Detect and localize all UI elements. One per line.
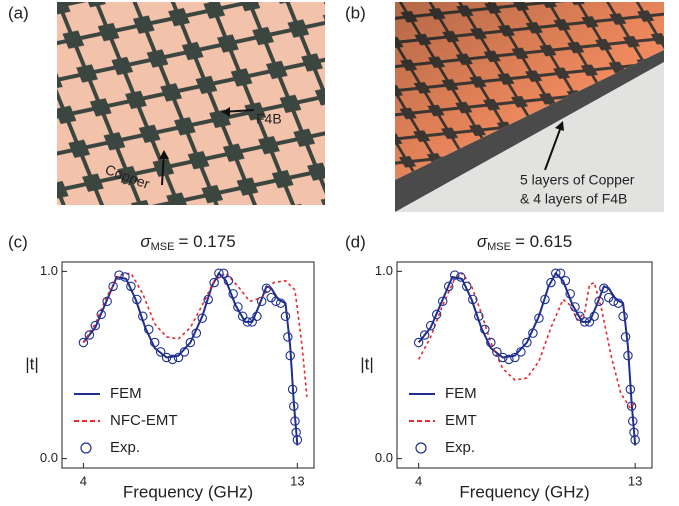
figure: (a) F4B Copper (b) 5 layers of Copper & … [0,0,679,506]
legend-label: EMT [445,412,477,429]
panel-label: (d) [345,232,366,251]
panel-label: (c) [8,232,28,251]
data-point [414,338,422,346]
title-subscript: MSE [487,241,511,253]
data-point [79,338,87,346]
page: (a) F4B Copper (b) 5 layers of Copper & … [0,0,679,506]
legend-label: FEM [110,385,142,402]
title-value: = 0.615 [515,232,572,251]
annotation: 5 layers of Copper [520,172,635,188]
legend-label: FEM [445,385,477,402]
title-subscript: MSE [151,241,175,253]
plot-frame [62,262,314,468]
data-point [619,312,627,320]
chart-title: σMSE= 0.175 [140,232,235,252]
x-axis-label: Frequency (GHz) [123,482,253,501]
x-tick-label: 4 [80,473,87,488]
plot-frame [397,262,652,468]
data-point [556,269,564,277]
data-point [219,269,227,277]
legend-symbol [81,443,91,453]
chart: (c) σMSE= 0.175 4 13 0.0 1.0 Frequency (GHz) |t… [8,232,314,501]
y-tick-label: 0.0 [375,450,393,465]
annotation: & 4 layers of F4B [520,191,627,207]
data-point [121,273,129,281]
panel-label: (a) [8,3,29,22]
x-tick-label: 13 [628,473,642,488]
x-tick-label: 4 [415,473,422,488]
data-point [284,333,292,341]
chart-title: σMSE= 0.615 [477,232,572,252]
legend-label: Exp. [445,439,475,456]
y-tick-label: 1.0 [375,263,393,278]
panel-label: (b) [345,3,366,22]
legend-symbol [416,443,426,453]
data-point [281,312,289,320]
legend-label: Exp. [110,439,140,456]
y-tick-label: 0.0 [40,450,58,465]
legend-label: NFC-EMT [110,412,178,429]
y-axis-label: |t| [25,354,39,373]
photo-a: F4B Copper [57,2,325,205]
title-value: = 0.175 [178,232,235,251]
y-axis-label: |t| [360,354,374,373]
x-tick-label: 13 [290,473,304,488]
x-axis-label: Frequency (GHz) [459,482,589,501]
annotation: F4B [256,111,282,127]
y-tick-label: 1.0 [40,263,58,278]
photo-b: 5 layers of Copper & 4 layers of F4B [395,2,664,212]
